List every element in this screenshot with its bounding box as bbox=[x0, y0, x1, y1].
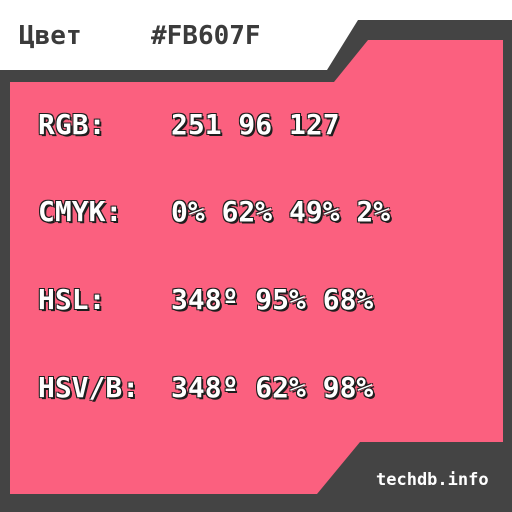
hex-code: #FB607F bbox=[151, 21, 261, 51]
hsv-label: HSV/B: bbox=[38, 371, 140, 404]
rgb-value: 251 96 127 bbox=[171, 108, 340, 141]
site-watermark: techdb.info bbox=[376, 470, 489, 490]
hsl-value: 348º 95% 68% bbox=[171, 283, 374, 316]
hsv-value: 348º 62% 98% bbox=[171, 371, 374, 404]
cmyk-value: 0% 62% 49% 2% bbox=[171, 195, 391, 228]
hsl-label: HSL: bbox=[38, 283, 106, 316]
rgb-label: RGB: bbox=[38, 108, 106, 141]
cmyk-label: CMYK: bbox=[38, 195, 123, 228]
color-swatch bbox=[10, 40, 503, 494]
color-label: Цвет bbox=[19, 21, 82, 51]
